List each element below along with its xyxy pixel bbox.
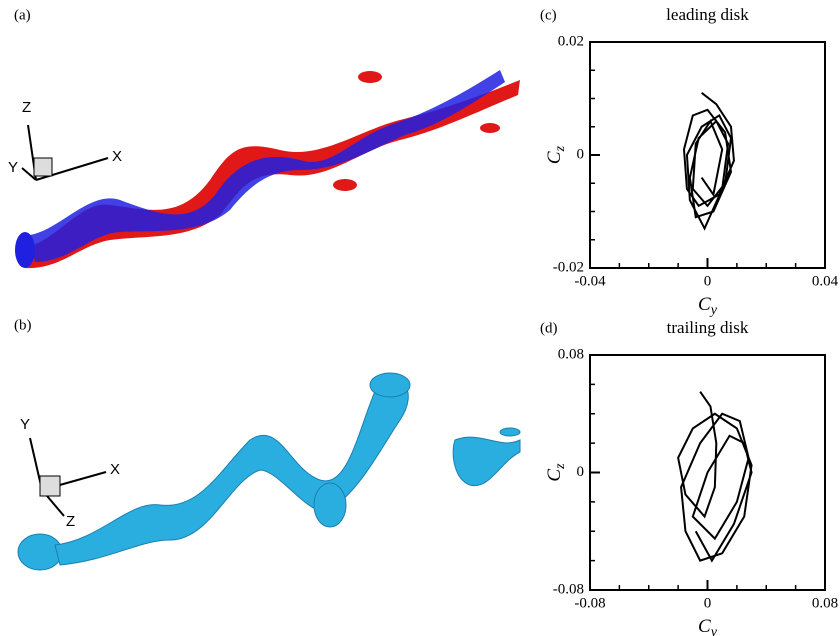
y-axis-label-sub: z	[553, 463, 568, 470]
y-tick-label: 0.02	[558, 33, 584, 49]
axis-label: Z	[66, 513, 75, 530]
panel-label: (c)	[540, 7, 557, 23]
y-axis-label: Cz	[544, 145, 568, 164]
axis-label: Y	[20, 416, 30, 433]
x-axis-label-sub: y	[709, 625, 718, 636]
axis-triad	[21, 124, 109, 181]
x-axis-label-sub: y	[709, 303, 718, 318]
axis-label: X	[110, 461, 120, 478]
trajectory	[677, 391, 753, 563]
y-axis-label-main: C	[544, 151, 565, 164]
axis-triad	[29, 437, 107, 517]
x-axis-label-main: C	[698, 294, 711, 315]
plot-frame	[589, 41, 826, 269]
x-tick-label: -0.04	[574, 273, 606, 289]
vortex-render-a	[15, 70, 520, 269]
panel-label: (a)	[14, 7, 31, 23]
x-tick-label: 0	[704, 273, 712, 289]
y-tick-label: 0.08	[558, 346, 584, 362]
vortex-render-b	[17, 372, 521, 571]
axis-label: X	[112, 148, 122, 165]
y-tick-label: -0.08	[553, 581, 584, 597]
x-tick-label: 0.08	[812, 595, 838, 611]
panel-label: (b)	[14, 317, 32, 333]
x-axis-label: Cy	[698, 294, 718, 318]
x-tick-label: 0.04	[812, 273, 839, 289]
axis-label: Z	[22, 99, 31, 116]
y-axis-label-main: C	[544, 469, 565, 482]
y-tick-label: -0.02	[553, 259, 584, 275]
y-axis-label-sub: z	[553, 145, 568, 152]
panel-label: (d)	[540, 320, 558, 336]
x-tick-label: 0	[704, 595, 712, 611]
chart-title: leading disk	[666, 5, 749, 24]
x-tick-label: -0.08	[574, 595, 605, 611]
trajectory	[682, 92, 735, 231]
x-axis-label: Cy	[698, 616, 718, 636]
x-axis-label-main: C	[698, 616, 711, 636]
axis-label: Y	[8, 159, 18, 176]
chart-title: trailing disk	[667, 318, 749, 337]
y-tick-label: 0	[577, 464, 585, 480]
y-tick-label: 0	[577, 146, 585, 162]
y-axis-label: Cz	[544, 463, 568, 482]
